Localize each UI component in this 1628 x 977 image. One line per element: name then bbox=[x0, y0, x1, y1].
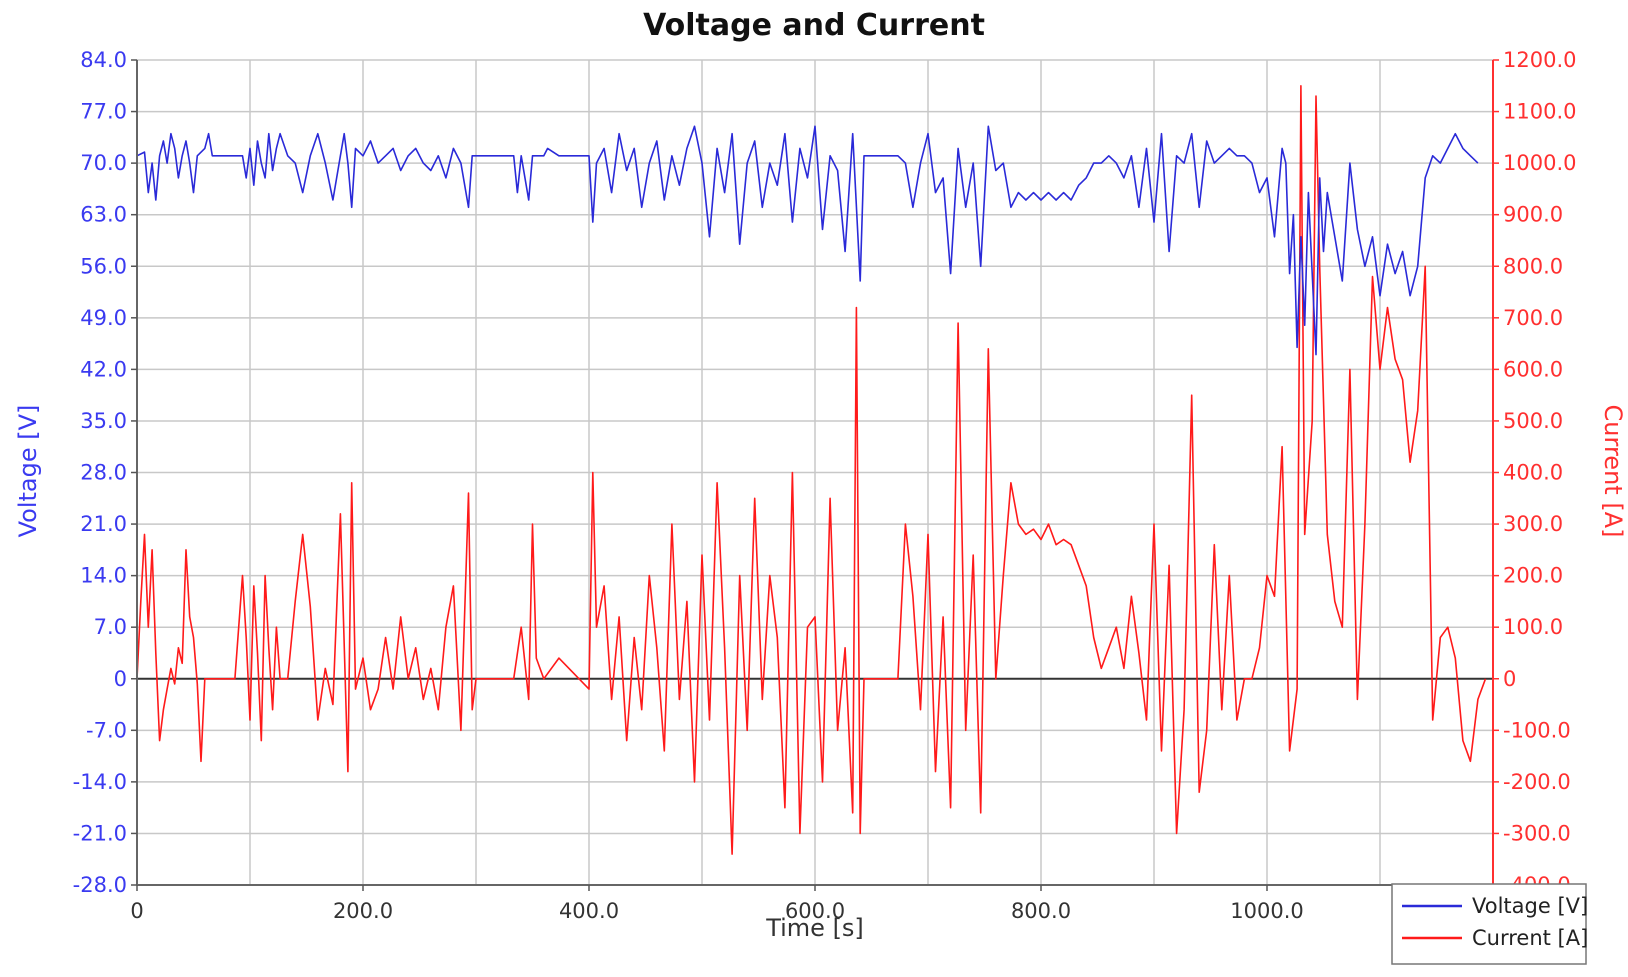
x-tick-label: 0 bbox=[130, 899, 143, 923]
right-y-tick-label: -100.0 bbox=[1503, 718, 1571, 742]
left-y-tick-label: 63.0 bbox=[80, 203, 127, 227]
left-y-axis-label: Voltage [V] bbox=[14, 405, 42, 538]
left-y-tick-label: 70.0 bbox=[80, 151, 127, 175]
left-y-tick-label: -14.0 bbox=[73, 770, 127, 794]
left-y-tick-label: 56.0 bbox=[80, 254, 127, 278]
right-y-tick-label: 100.0 bbox=[1503, 615, 1563, 639]
x-tick-label: 400.0 bbox=[559, 899, 619, 923]
current-line bbox=[136, 85, 1487, 855]
x-tick-label: 1000.0 bbox=[1230, 899, 1303, 923]
x-tick-label: 800.0 bbox=[1011, 899, 1071, 923]
left-y-tick-label: 21.0 bbox=[80, 512, 127, 536]
chart-title: Voltage and Current bbox=[643, 8, 985, 43]
right-y-tick-label: 1100.0 bbox=[1503, 100, 1576, 124]
x-tick-label: 200.0 bbox=[333, 899, 393, 923]
x-tick-label: 600.0 bbox=[785, 899, 845, 923]
voltage-series bbox=[136, 125, 1479, 356]
left-y-tick-label: 49.0 bbox=[80, 306, 127, 330]
left-y-tick-label: -28.0 bbox=[73, 873, 127, 897]
left-y-tick-label: 28.0 bbox=[80, 461, 127, 485]
right-y-tick-label: 600.0 bbox=[1503, 357, 1563, 381]
right-y-tick-label: 500.0 bbox=[1503, 409, 1563, 433]
x-axis-label: Time [s] bbox=[765, 914, 864, 942]
current-series bbox=[136, 85, 1487, 855]
right-y-tick-label: 400.0 bbox=[1503, 461, 1563, 485]
right-y-tick-label: 1200.0 bbox=[1503, 48, 1576, 72]
left-y-tick-label: 84.0 bbox=[80, 48, 127, 72]
legend-box bbox=[1391, 883, 1587, 965]
right-y-tick-label: 0 bbox=[1503, 667, 1516, 691]
left-y-tick-label: 14.0 bbox=[80, 564, 127, 588]
right-y-tick-label: 1000.0 bbox=[1503, 151, 1576, 175]
right-y-tick-label: 200.0 bbox=[1503, 564, 1563, 588]
legend-label-current: Current [A] bbox=[1472, 926, 1588, 950]
legend: Voltage [V] Current [A] bbox=[1391, 883, 1588, 965]
left-y-tick-label: 35.0 bbox=[80, 409, 127, 433]
legend-label-voltage: Voltage [V] bbox=[1472, 894, 1588, 918]
right-y-axis-label: Current [A] bbox=[1599, 405, 1627, 538]
left-y-tick-label: 0 bbox=[114, 667, 127, 691]
left-y-tick-label: -7.0 bbox=[86, 718, 127, 742]
left-y-tick-label: -21.0 bbox=[73, 821, 127, 845]
right-y-tick-label: -300.0 bbox=[1503, 821, 1571, 845]
voltage-line bbox=[136, 125, 1479, 356]
right-y-axis-ticks: 1200.0 1100.0 1000.0 900.0 800.0 700.0 600.0 50… bbox=[1493, 48, 1576, 897]
right-y-tick-label: 900.0 bbox=[1503, 203, 1563, 227]
left-y-tick-label: 77.0 bbox=[80, 100, 127, 124]
left-y-tick-label: 42.0 bbox=[80, 357, 127, 381]
left-y-tick-label: 7.0 bbox=[94, 615, 127, 639]
right-y-tick-label: -200.0 bbox=[1503, 770, 1571, 794]
right-y-tick-label: 300.0 bbox=[1503, 512, 1563, 536]
left-y-axis-ticks: 84.0 77.0 70.0 63.0 56.0 49.0 42.0 35.0 28.0 21.0… bbox=[73, 48, 137, 897]
right-y-tick-label: 700.0 bbox=[1503, 306, 1563, 330]
right-y-tick-label: 800.0 bbox=[1503, 254, 1563, 278]
grid-lines bbox=[136, 59, 1494, 886]
